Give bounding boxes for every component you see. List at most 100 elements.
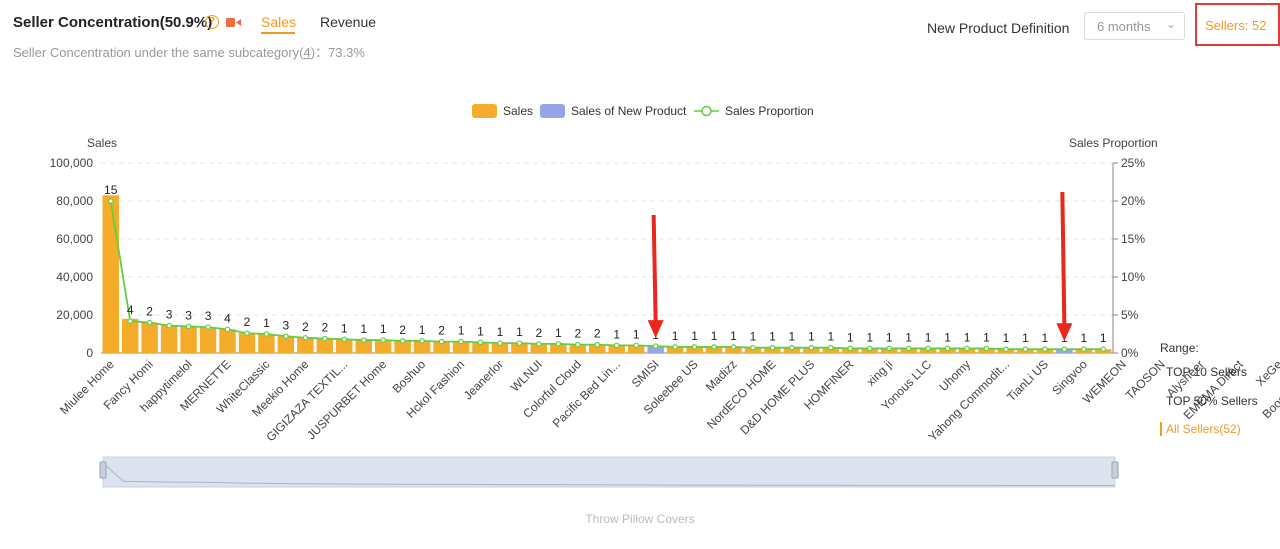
x-tick-label: Yahong Commodit...: [925, 357, 1012, 444]
point-label: 1: [1042, 331, 1049, 345]
range-top50[interactable]: TOP 50% Sellers: [1166, 394, 1258, 408]
subcategory-link[interactable]: 4: [303, 45, 311, 60]
proportion-point: [380, 337, 386, 343]
proportion-point: [672, 344, 678, 350]
proportion-point: [789, 344, 795, 351]
point-label: 2: [574, 327, 581, 341]
x-tick-label: Booque Valley: [1259, 357, 1280, 421]
bar-sales: [316, 338, 334, 353]
point-label: 1: [419, 323, 426, 337]
point-label: 1: [360, 322, 367, 336]
bar-sales: [725, 347, 742, 353]
bar-sales: [277, 335, 295, 353]
subcategory-footer: Throw Pillow Covers: [585, 512, 695, 526]
bar-sales: [880, 348, 898, 353]
proportion-point: [205, 324, 211, 330]
legend-item-sales[interactable]: Sales: [472, 104, 533, 118]
new-product-definition-select[interactable]: 6 months ⌄: [1084, 12, 1185, 40]
proportion-point: [536, 341, 542, 347]
bar-sales: [978, 348, 995, 353]
bar-sales: [238, 333, 256, 353]
bar-sales: [686, 346, 703, 353]
point-label: 3: [205, 309, 212, 323]
annotation-arrow-shaft: [651, 214, 658, 323]
point-label: 1: [983, 330, 990, 344]
proportion-line: [109, 200, 1104, 351]
y2-tick-label: 15%: [1121, 232, 1145, 246]
range-top10[interactable]: TOP 10 Sellers: [1166, 365, 1247, 379]
proportion-point: [1003, 346, 1009, 353]
help-icon[interactable]: ?: [205, 15, 219, 29]
bar-sales: [491, 343, 509, 353]
proportion-point: [1042, 346, 1048, 353]
point-label: 1: [263, 316, 270, 330]
bar-sales: [842, 348, 859, 353]
bar-sales: [199, 327, 217, 353]
point-label: 15: [104, 183, 118, 197]
proportion-point: [244, 330, 250, 337]
legend-swatch-sales: [472, 104, 497, 118]
bar-sales: [958, 348, 976, 353]
proportion-point: [1061, 346, 1068, 353]
point-label: 1: [866, 330, 873, 344]
proportion-point: [224, 326, 231, 333]
bar-sales: [861, 348, 878, 353]
tab-revenue[interactable]: Revenue: [320, 14, 377, 30]
point-label: 4: [224, 311, 231, 325]
bar-sales: [336, 339, 353, 353]
bar-sales: [355, 340, 372, 353]
proportion-point: [944, 345, 951, 352]
zoom-handle-right: [1111, 461, 1119, 479]
x-tick-label: Yonous LLC: [878, 357, 934, 413]
subcategory-concentration: Seller Concentration under the same subc…: [13, 42, 365, 61]
point-label: 1: [341, 321, 348, 335]
legend-item-proportion[interactable]: Sales Proportion: [694, 104, 814, 118]
sellers-count-badge: Sellers: 52: [1195, 3, 1280, 46]
proportion-point: [438, 338, 445, 345]
legend-label-sales: Sales: [503, 104, 534, 118]
point-label: 2: [302, 320, 309, 334]
tab-sales[interactable]: Sales: [261, 14, 297, 30]
proportion-point: [458, 338, 464, 345]
point-label: 2: [438, 324, 445, 338]
proportion-point: [808, 344, 815, 351]
proportion-point: [828, 344, 834, 351]
bar-sales: [764, 347, 781, 353]
point-label: 1: [769, 330, 776, 344]
range-label: Range:: [1160, 341, 1199, 355]
legend-item-new-product[interactable]: Sales of New Product: [540, 104, 686, 118]
point-label: 1: [944, 330, 951, 344]
bar-sales: [783, 347, 801, 353]
bar-sales: [511, 343, 528, 353]
y-tick-label: 20,000: [56, 308, 93, 322]
new-product-definition-label: New Product Definition: [927, 20, 1070, 36]
point-label: 1: [1061, 331, 1068, 345]
video-icon[interactable]: [226, 17, 241, 28]
x-tick-label: Singvoo: [1049, 357, 1090, 398]
proportion-point: [594, 341, 601, 348]
proportion-point: [1081, 346, 1087, 353]
proportion-point: [652, 343, 659, 349]
x-tick-label: Pacific Bed Lin...: [550, 357, 623, 430]
x-tick-label: Madizz: [703, 357, 740, 394]
bar-new-product: [1056, 349, 1073, 353]
proportion-point: [497, 340, 503, 346]
tab-active-indicator: [261, 32, 295, 34]
bar-sales: [413, 341, 431, 353]
bar-sales: [744, 347, 762, 353]
annotation-arrowhead: [647, 320, 664, 339]
range-all-sellers[interactable]: All Sellers(52): [1160, 422, 1241, 436]
point-label: 1: [380, 322, 387, 336]
y2-tick-label: 0%: [1121, 346, 1139, 360]
point-label: 1: [1100, 331, 1107, 345]
proportion-point: [964, 345, 970, 352]
proportion-point: [983, 345, 990, 352]
zoom-slider-track: [102, 456, 1116, 488]
point-label: 1: [808, 330, 815, 344]
x-tick-label: WhiteClassic: [214, 357, 273, 416]
proportion-point: [360, 337, 367, 343]
y-tick-label: 60,000: [56, 232, 93, 246]
bar-sales: [1075, 349, 1093, 353]
legend-swatch-proportion: [694, 105, 719, 117]
